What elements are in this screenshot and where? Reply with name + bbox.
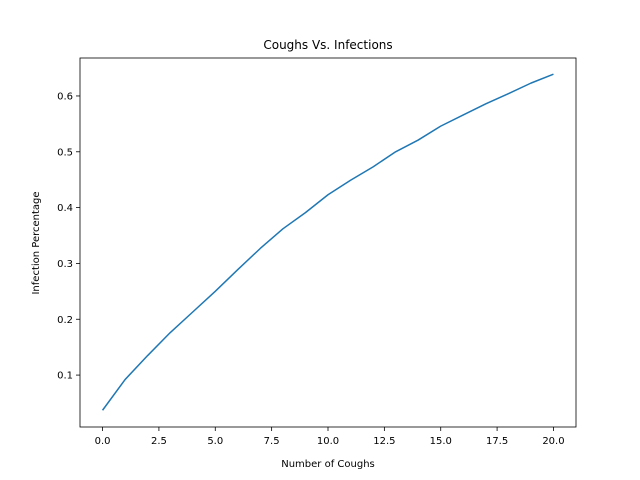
- x-tick-label: 20.0: [542, 436, 564, 447]
- y-axis-label: Infection Percentage: [31, 191, 42, 294]
- plot-area: 0.0 2.5 5.0 7.5 10.0 12.5 15.0 17.5 20.0 0.1 0.2 0.…: [57, 57, 577, 447]
- x-axis-label: Number of Coughs: [281, 459, 375, 470]
- x-tick-label: 12.5: [373, 436, 395, 447]
- axes-frame: [79, 57, 577, 428]
- x-tick-label: 5.0: [207, 436, 223, 447]
- x-tick-label: 2.5: [151, 436, 167, 447]
- y-tick-label: 0.6: [57, 91, 73, 102]
- x-tick-label: 15.0: [430, 436, 452, 447]
- x-tick-label: 7.5: [264, 436, 280, 447]
- chart-title: Coughs Vs. Infections: [263, 38, 392, 52]
- y-tick-label: 0.2: [57, 315, 73, 326]
- x-tick-label: 10.0: [317, 436, 339, 447]
- x-tick-label: 17.5: [486, 436, 508, 447]
- y-tick-label: 0.5: [57, 147, 73, 158]
- y-tick-label: 0.3: [57, 259, 73, 270]
- x-tick-label: 0.0: [95, 436, 111, 447]
- series-line-0: [101, 73, 554, 411]
- y-tick-label: 0.4: [57, 203, 73, 214]
- y-tick-label: 0.1: [57, 371, 73, 382]
